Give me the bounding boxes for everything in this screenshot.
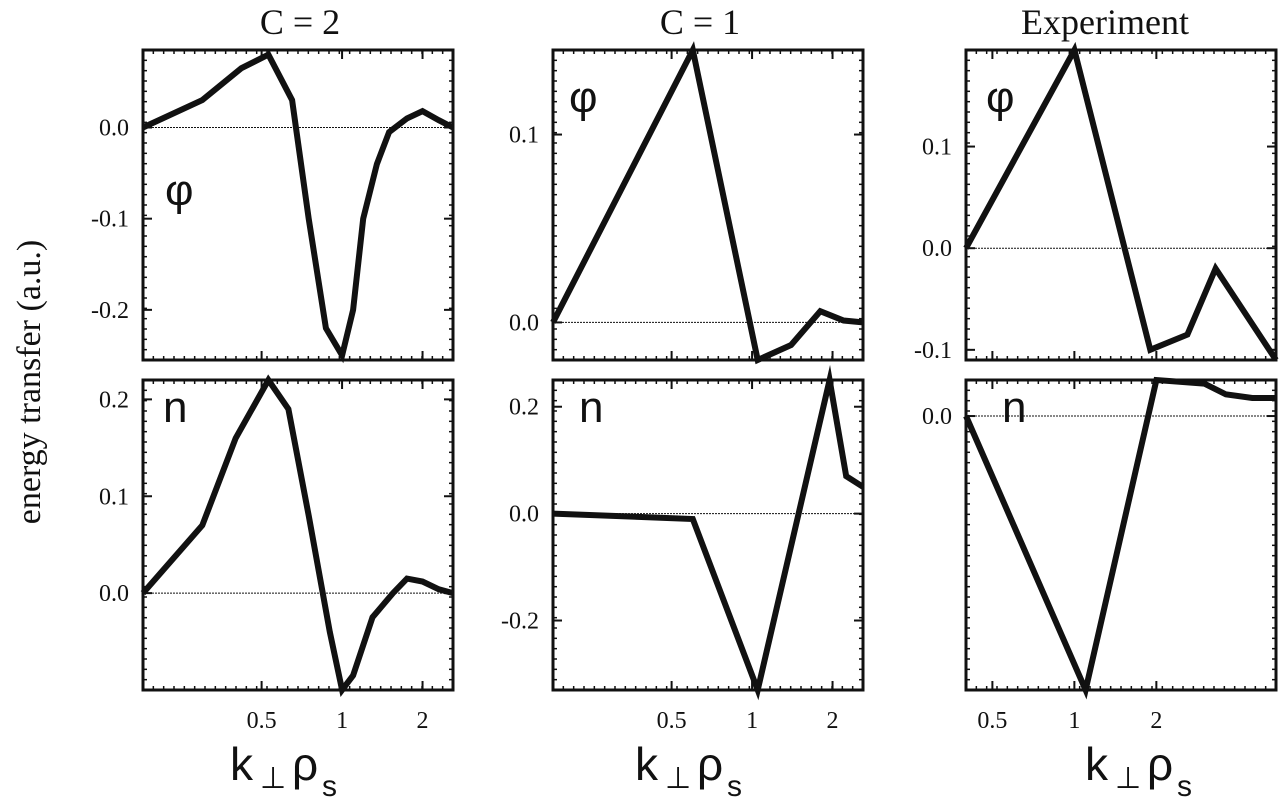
- svg-text:s: s: [727, 770, 742, 803]
- x-tick-label: 0.5: [977, 708, 1007, 734]
- panel-label: n: [1002, 383, 1026, 432]
- series-line: [552, 364, 865, 701]
- y-tick-label: 0.0: [509, 502, 539, 528]
- svg-text:⊥: ⊥: [1115, 762, 1141, 795]
- x-tick-label: 0.5: [657, 708, 687, 734]
- y-tick-label: 0.2: [99, 387, 129, 413]
- x-tick-label: 0.5: [247, 708, 277, 734]
- x-tick-label: 1: [1068, 708, 1080, 734]
- panel-label: n: [579, 383, 603, 432]
- svg-text:ρ: ρ: [697, 738, 723, 790]
- panel-4: 0.2 0.0 -0.2 0.5 1 2 n: [501, 364, 865, 734]
- svg-text:s: s: [1177, 770, 1192, 803]
- x-tick-label: 2: [1150, 708, 1162, 734]
- x-tick-label: 1: [746, 708, 758, 734]
- y-axis-label: energy transfer (a.u.): [11, 240, 48, 524]
- x-axis-label-col3: k ⊥ ρ s: [1085, 738, 1192, 803]
- svg-text:⊥: ⊥: [260, 762, 286, 795]
- svg-text:k: k: [635, 738, 659, 790]
- y-tick-label: -0.1: [914, 338, 952, 364]
- panel-label: φ: [986, 73, 1015, 122]
- panel-1: 0.0 -0.1 -0.2 φ: [91, 48, 455, 364]
- y-tick-label: -0.1: [91, 207, 129, 233]
- series-line: [141, 50, 455, 364]
- x-tick-label: 1: [336, 708, 348, 734]
- panel-label: n: [163, 383, 187, 432]
- y-tick-label: -0.2: [501, 609, 539, 635]
- panel-5: 0.1 0.0 -0.1 φ: [914, 41, 1279, 364]
- svg-text:ρ: ρ: [1147, 738, 1173, 790]
- series-line: [550, 41, 864, 365]
- y-tick-label: -0.2: [91, 298, 129, 324]
- panels: 0.0 -0.1 -0.2 φ 0.2 0.1 0.0 0.5 1 2 n 0.1 0.0 φ 0.2 0.0…: [91, 41, 1279, 734]
- column-title-experiment: Experiment: [1021, 2, 1189, 42]
- panel-label: φ: [165, 166, 194, 215]
- panel-6: 0.0 0.5 1 2 n: [922, 376, 1278, 734]
- y-tick-label: 0.1: [509, 123, 539, 149]
- svg-text:k: k: [1085, 738, 1109, 790]
- svg-text:⊥: ⊥: [665, 762, 691, 795]
- svg-text:ρ: ρ: [292, 738, 318, 790]
- x-tick-label: 2: [827, 708, 839, 734]
- y-tick-label: 0.1: [99, 484, 129, 510]
- plot-frame: [141, 378, 455, 692]
- y-tick-label: 0.2: [509, 395, 539, 421]
- y-tick-label: 0.0: [922, 404, 952, 430]
- x-tick-label: 2: [417, 708, 429, 734]
- series-line: [963, 41, 1279, 362]
- y-tick-label: 0.0: [99, 581, 129, 607]
- svg-text:k: k: [230, 738, 254, 790]
- panel-label: φ: [569, 73, 598, 122]
- x-axis-label-col1: k ⊥ ρ s: [230, 738, 337, 803]
- x-axis-label-col2: k ⊥ ρ s: [635, 738, 742, 803]
- panel-3: 0.1 0.0 φ: [509, 41, 865, 365]
- series-line: [963, 376, 1276, 700]
- y-tick-label: 0.0: [922, 236, 952, 262]
- panel-2: 0.2 0.1 0.0 0.5 1 2 n: [99, 374, 455, 734]
- y-tick-label: 0.0: [509, 310, 539, 336]
- y-tick-label: 0.1: [922, 135, 952, 161]
- series-line: [140, 374, 454, 698]
- svg-text:s: s: [322, 770, 337, 803]
- column-title-c1: C = 1: [660, 2, 740, 42]
- y-tick-label: 0.0: [99, 116, 129, 142]
- column-title-c2: C = 2: [260, 2, 340, 42]
